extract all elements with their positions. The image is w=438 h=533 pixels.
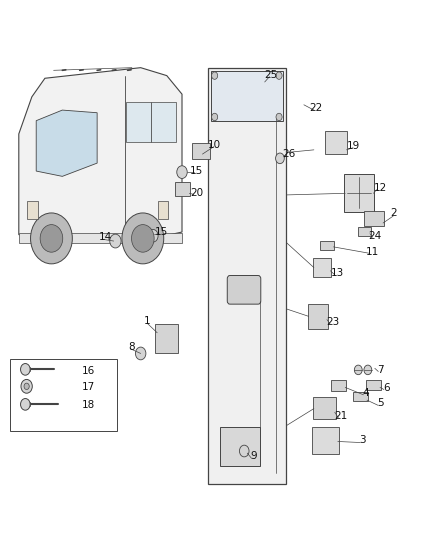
Text: 15: 15	[155, 227, 168, 237]
FancyBboxPatch shape	[211, 71, 283, 120]
FancyBboxPatch shape	[10, 359, 117, 431]
Circle shape	[24, 383, 29, 390]
Circle shape	[21, 399, 30, 410]
Circle shape	[21, 364, 30, 375]
FancyBboxPatch shape	[358, 227, 371, 236]
Text: 5: 5	[378, 398, 384, 408]
Polygon shape	[36, 110, 97, 176]
Text: 16: 16	[82, 367, 95, 376]
FancyBboxPatch shape	[308, 304, 328, 328]
Circle shape	[177, 166, 187, 179]
FancyBboxPatch shape	[312, 426, 339, 454]
FancyBboxPatch shape	[227, 276, 261, 304]
Text: 13: 13	[331, 268, 344, 278]
Circle shape	[240, 445, 249, 457]
Circle shape	[276, 114, 282, 120]
Circle shape	[110, 234, 121, 248]
Text: 25: 25	[265, 70, 278, 79]
Circle shape	[354, 365, 362, 375]
Text: 7: 7	[378, 365, 384, 375]
Circle shape	[135, 347, 146, 360]
FancyBboxPatch shape	[158, 201, 168, 219]
Text: 2: 2	[390, 208, 396, 219]
FancyBboxPatch shape	[353, 392, 368, 401]
Text: 20: 20	[190, 188, 203, 198]
Circle shape	[31, 213, 72, 264]
FancyBboxPatch shape	[155, 324, 178, 353]
Text: 18: 18	[82, 400, 95, 410]
Text: 26: 26	[282, 149, 295, 159]
Circle shape	[364, 365, 372, 375]
Text: 6: 6	[383, 383, 390, 393]
Circle shape	[122, 213, 164, 264]
Text: 12: 12	[374, 183, 387, 193]
Text: 1: 1	[144, 316, 151, 326]
Text: 8: 8	[128, 342, 134, 352]
FancyBboxPatch shape	[321, 241, 334, 249]
Text: 14: 14	[99, 232, 112, 243]
Text: 21: 21	[334, 411, 347, 421]
FancyBboxPatch shape	[151, 102, 176, 142]
Circle shape	[212, 114, 218, 120]
Circle shape	[148, 229, 158, 242]
FancyBboxPatch shape	[19, 233, 182, 243]
Circle shape	[131, 224, 154, 252]
Text: 9: 9	[251, 451, 257, 462]
Text: 17: 17	[82, 382, 95, 392]
FancyBboxPatch shape	[208, 68, 286, 484]
FancyBboxPatch shape	[325, 131, 347, 154]
Text: 4: 4	[363, 387, 369, 398]
FancyBboxPatch shape	[175, 182, 190, 196]
Text: 23: 23	[326, 317, 339, 327]
Circle shape	[40, 224, 63, 252]
FancyBboxPatch shape	[192, 143, 210, 159]
Text: 22: 22	[309, 103, 322, 114]
FancyBboxPatch shape	[366, 381, 381, 390]
FancyBboxPatch shape	[313, 398, 336, 419]
Polygon shape	[19, 68, 182, 237]
Circle shape	[276, 72, 282, 79]
FancyBboxPatch shape	[313, 258, 331, 277]
FancyBboxPatch shape	[27, 201, 38, 219]
FancyBboxPatch shape	[220, 427, 260, 466]
FancyBboxPatch shape	[126, 102, 151, 142]
Text: 10: 10	[208, 140, 221, 150]
Text: 19: 19	[346, 141, 360, 151]
Circle shape	[212, 72, 218, 79]
Text: 11: 11	[366, 247, 379, 257]
FancyBboxPatch shape	[331, 381, 346, 391]
FancyBboxPatch shape	[364, 212, 384, 226]
FancyBboxPatch shape	[344, 174, 374, 212]
Text: 24: 24	[368, 231, 381, 241]
Text: 15: 15	[190, 166, 203, 176]
Circle shape	[21, 379, 32, 393]
Text: 3: 3	[359, 435, 366, 446]
Circle shape	[276, 153, 284, 164]
